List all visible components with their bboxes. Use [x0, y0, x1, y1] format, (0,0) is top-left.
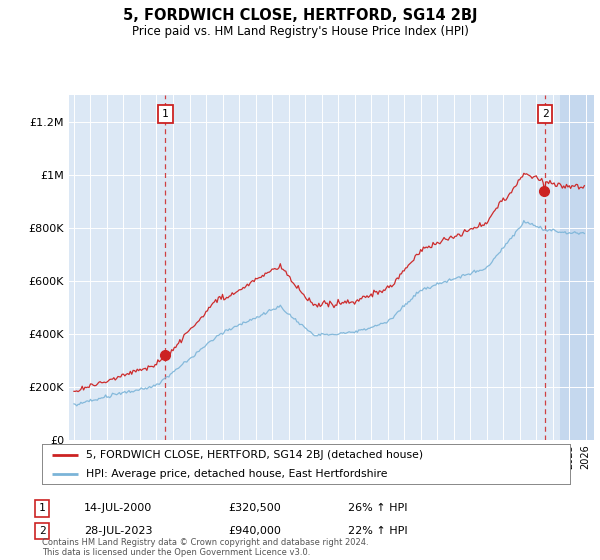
Text: Price paid vs. HM Land Registry's House Price Index (HPI): Price paid vs. HM Land Registry's House …: [131, 25, 469, 38]
Text: £940,000: £940,000: [228, 526, 281, 536]
Text: 28-JUL-2023: 28-JUL-2023: [84, 526, 152, 536]
Text: 5, FORDWICH CLOSE, HERTFORD, SG14 2BJ: 5, FORDWICH CLOSE, HERTFORD, SG14 2BJ: [123, 8, 477, 24]
Text: 2: 2: [38, 526, 46, 536]
Text: 22% ↑ HPI: 22% ↑ HPI: [348, 526, 407, 536]
Text: 2: 2: [542, 109, 548, 119]
Text: 14-JUL-2000: 14-JUL-2000: [84, 503, 152, 514]
Text: HPI: Average price, detached house, East Hertfordshire: HPI: Average price, detached house, East…: [86, 469, 388, 479]
Bar: [560, 95, 600, 440]
Text: 5, FORDWICH CLOSE, HERTFORD, SG14 2BJ (detached house): 5, FORDWICH CLOSE, HERTFORD, SG14 2BJ (d…: [86, 450, 423, 460]
Text: £320,500: £320,500: [228, 503, 281, 514]
Text: Contains HM Land Registry data © Crown copyright and database right 2024.
This d: Contains HM Land Registry data © Crown c…: [42, 538, 368, 557]
Text: 26% ↑ HPI: 26% ↑ HPI: [348, 503, 407, 514]
Bar: [560, 95, 600, 440]
Text: 1: 1: [38, 503, 46, 514]
Text: 1: 1: [162, 109, 169, 119]
